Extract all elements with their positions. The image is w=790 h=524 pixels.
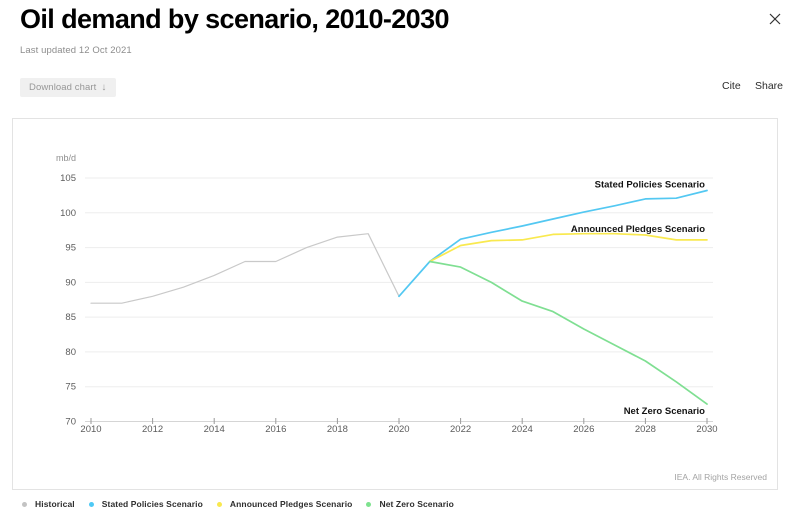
- y-tick-label-80: 80: [65, 347, 76, 358]
- y-tick-label-95: 95: [65, 243, 76, 254]
- download-chart-label: Download chart: [29, 82, 97, 93]
- y-tick-label-75: 75: [65, 382, 76, 393]
- y-axis-unit-label: mb/d: [56, 153, 76, 163]
- x-tick-label-2028: 2028: [635, 424, 656, 435]
- legend-label: Stated Policies Scenario: [101, 499, 203, 509]
- download-chart-button[interactable]: Download chart ↓: [20, 78, 116, 97]
- x-tick-label-2026: 2026: [573, 424, 594, 435]
- chart-legend: Historical Stated Policies Scenario Announ…: [22, 499, 454, 509]
- legend-item-stated-policies-scenario[interactable]: Stated Policies Scenario: [88, 499, 203, 509]
- series-line-announced-pledges-scenario: [428, 232, 708, 263]
- x-tick-label-2022: 2022: [450, 424, 471, 435]
- series-line-net-zero-scenario: [428, 260, 708, 405]
- chart-card: 70 75 80 85 90 95 100 105 mb/d 2010 2012 2014 2016 20…: [12, 118, 778, 490]
- series-line-stated-policies-scenario: [398, 189, 708, 298]
- oil-demand-line-chart: 70 75 80 85 90 95 100 105 mb/d 2010 2012 2014 2016 20…: [56, 153, 718, 435]
- y-tick-label-105: 105: [60, 173, 76, 184]
- series-end-label-net-zero-scenario: Net Zero Scenario: [624, 406, 705, 417]
- x-tick-label-2014: 2014: [204, 424, 225, 435]
- legend-item-historical[interactable]: Historical: [22, 499, 75, 509]
- page-title: Oil demand by scenario, 2010-2030: [20, 4, 450, 34]
- x-tick-label-2018: 2018: [327, 424, 348, 435]
- x-tick-label-2010: 2010: [80, 424, 101, 435]
- y-tick-label-85: 85: [65, 312, 76, 323]
- x-tick-label-2024: 2024: [512, 424, 533, 435]
- close-button[interactable]: [765, 9, 785, 29]
- legend-marker-icon: [216, 501, 222, 507]
- last-updated-label: Last updated 12 Oct 2021: [20, 45, 132, 56]
- x-tick-label-2020: 2020: [388, 424, 409, 435]
- legend-label: Historical: [35, 499, 75, 509]
- legend-marker-icon: [366, 501, 372, 507]
- download-arrow-icon: ↓: [101, 82, 107, 93]
- series-end-label-announced-pledges-scenario: Announced Pledges Scenario: [571, 224, 705, 235]
- close-icon: [769, 13, 781, 25]
- x-tick-label-2012: 2012: [142, 424, 163, 435]
- series-end-label-stated-policies-scenario: Stated Policies Scenario: [595, 180, 706, 191]
- legend-item-net-zero-scenario[interactable]: Net Zero Scenario: [366, 499, 454, 509]
- legend-marker-icon: [88, 501, 94, 507]
- cite-link[interactable]: Cite: [722, 80, 741, 92]
- attribution-text: IEA. All Rights Reserved: [674, 472, 767, 482]
- legend-marker-icon: [22, 501, 27, 507]
- legend-label: Net Zero Scenario: [379, 499, 454, 509]
- y-tick-label-100: 100: [60, 208, 76, 219]
- legend-label: Announced Pledges Scenario: [229, 499, 353, 509]
- series-line-historical: [90, 233, 400, 304]
- share-link[interactable]: Share: [755, 80, 784, 92]
- x-tick-label-2030: 2030: [696, 424, 717, 435]
- x-tick-label-2016: 2016: [265, 424, 286, 435]
- legend-item-announced-pledges-scenario[interactable]: Announced Pledges Scenario: [216, 499, 353, 509]
- y-tick-label-90: 90: [65, 277, 76, 288]
- y-tick-label-70: 70: [65, 417, 76, 428]
